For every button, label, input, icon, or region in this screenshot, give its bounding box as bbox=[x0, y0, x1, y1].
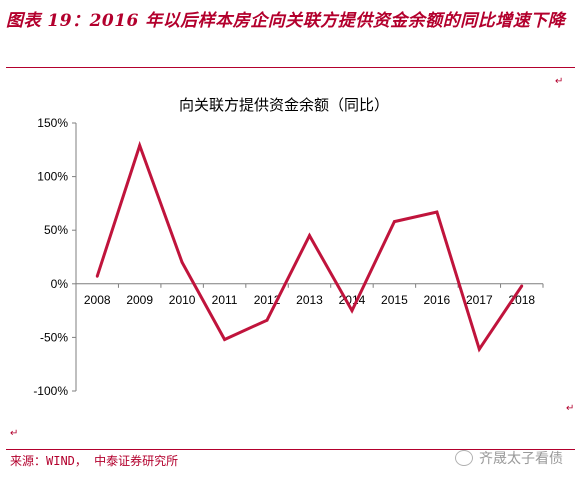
source-note: 来源：WIND， 中泰证券研究所 bbox=[10, 454, 179, 468]
data-point bbox=[477, 347, 481, 351]
data-point bbox=[308, 234, 311, 237]
x-tick-label: 2010 bbox=[169, 293, 196, 307]
watermark-text: 齐晟太子看债 bbox=[479, 451, 563, 467]
data-point bbox=[95, 274, 99, 278]
return-mark: ↵ bbox=[566, 403, 575, 414]
x-tick-label: 2009 bbox=[126, 293, 153, 307]
return-mark: ↵ bbox=[555, 76, 564, 87]
y-tick-label: -50% bbox=[40, 330, 68, 344]
title-divider bbox=[6, 67, 575, 68]
x-tick-label: 2008 bbox=[84, 293, 111, 307]
data-point bbox=[350, 309, 354, 312]
y-tick-label: 0% bbox=[51, 277, 69, 291]
x-tick-label: 2015 bbox=[381, 293, 408, 307]
y-tick-label: -100% bbox=[33, 384, 68, 398]
x-tick-label: 2017 bbox=[466, 293, 493, 307]
y-tick-label: 100% bbox=[37, 170, 68, 184]
data-point bbox=[180, 260, 184, 264]
x-tick-label: 2011 bbox=[212, 293, 238, 307]
data-point bbox=[223, 338, 226, 341]
series-line bbox=[95, 140, 524, 353]
watermark: 齐晟太子看债 bbox=[455, 448, 563, 468]
return-mark: ↵ bbox=[10, 428, 19, 439]
y-tick-label: 50% bbox=[44, 223, 68, 237]
data-point bbox=[265, 318, 269, 322]
line-chart: 向关联方提供资金余额（同比） 150% 100% 50% 0% -50% -100% 200… bbox=[33, 96, 544, 398]
data-point bbox=[435, 210, 439, 214]
data-point bbox=[393, 220, 396, 224]
x-tick-label: 2013 bbox=[296, 293, 323, 307]
chart-series bbox=[95, 140, 524, 353]
figure-title: 图表 19：2016 年以后样本房企向关联方提供资金余额的同比增速下降 bbox=[6, 11, 566, 31]
chart-title: 向关联方提供资金余额（同比） bbox=[179, 96, 389, 114]
data-point bbox=[520, 284, 524, 288]
source-divider bbox=[6, 449, 575, 450]
chart-axes: 150% 100% 50% 0% -50% -100% 2008 2009 2010 2011 20… bbox=[33, 116, 544, 398]
y-tick-label: 150% bbox=[37, 116, 68, 130]
data-point bbox=[138, 144, 142, 147]
x-tick-label: 2016 bbox=[424, 293, 451, 307]
wechat-icon bbox=[455, 450, 473, 466]
